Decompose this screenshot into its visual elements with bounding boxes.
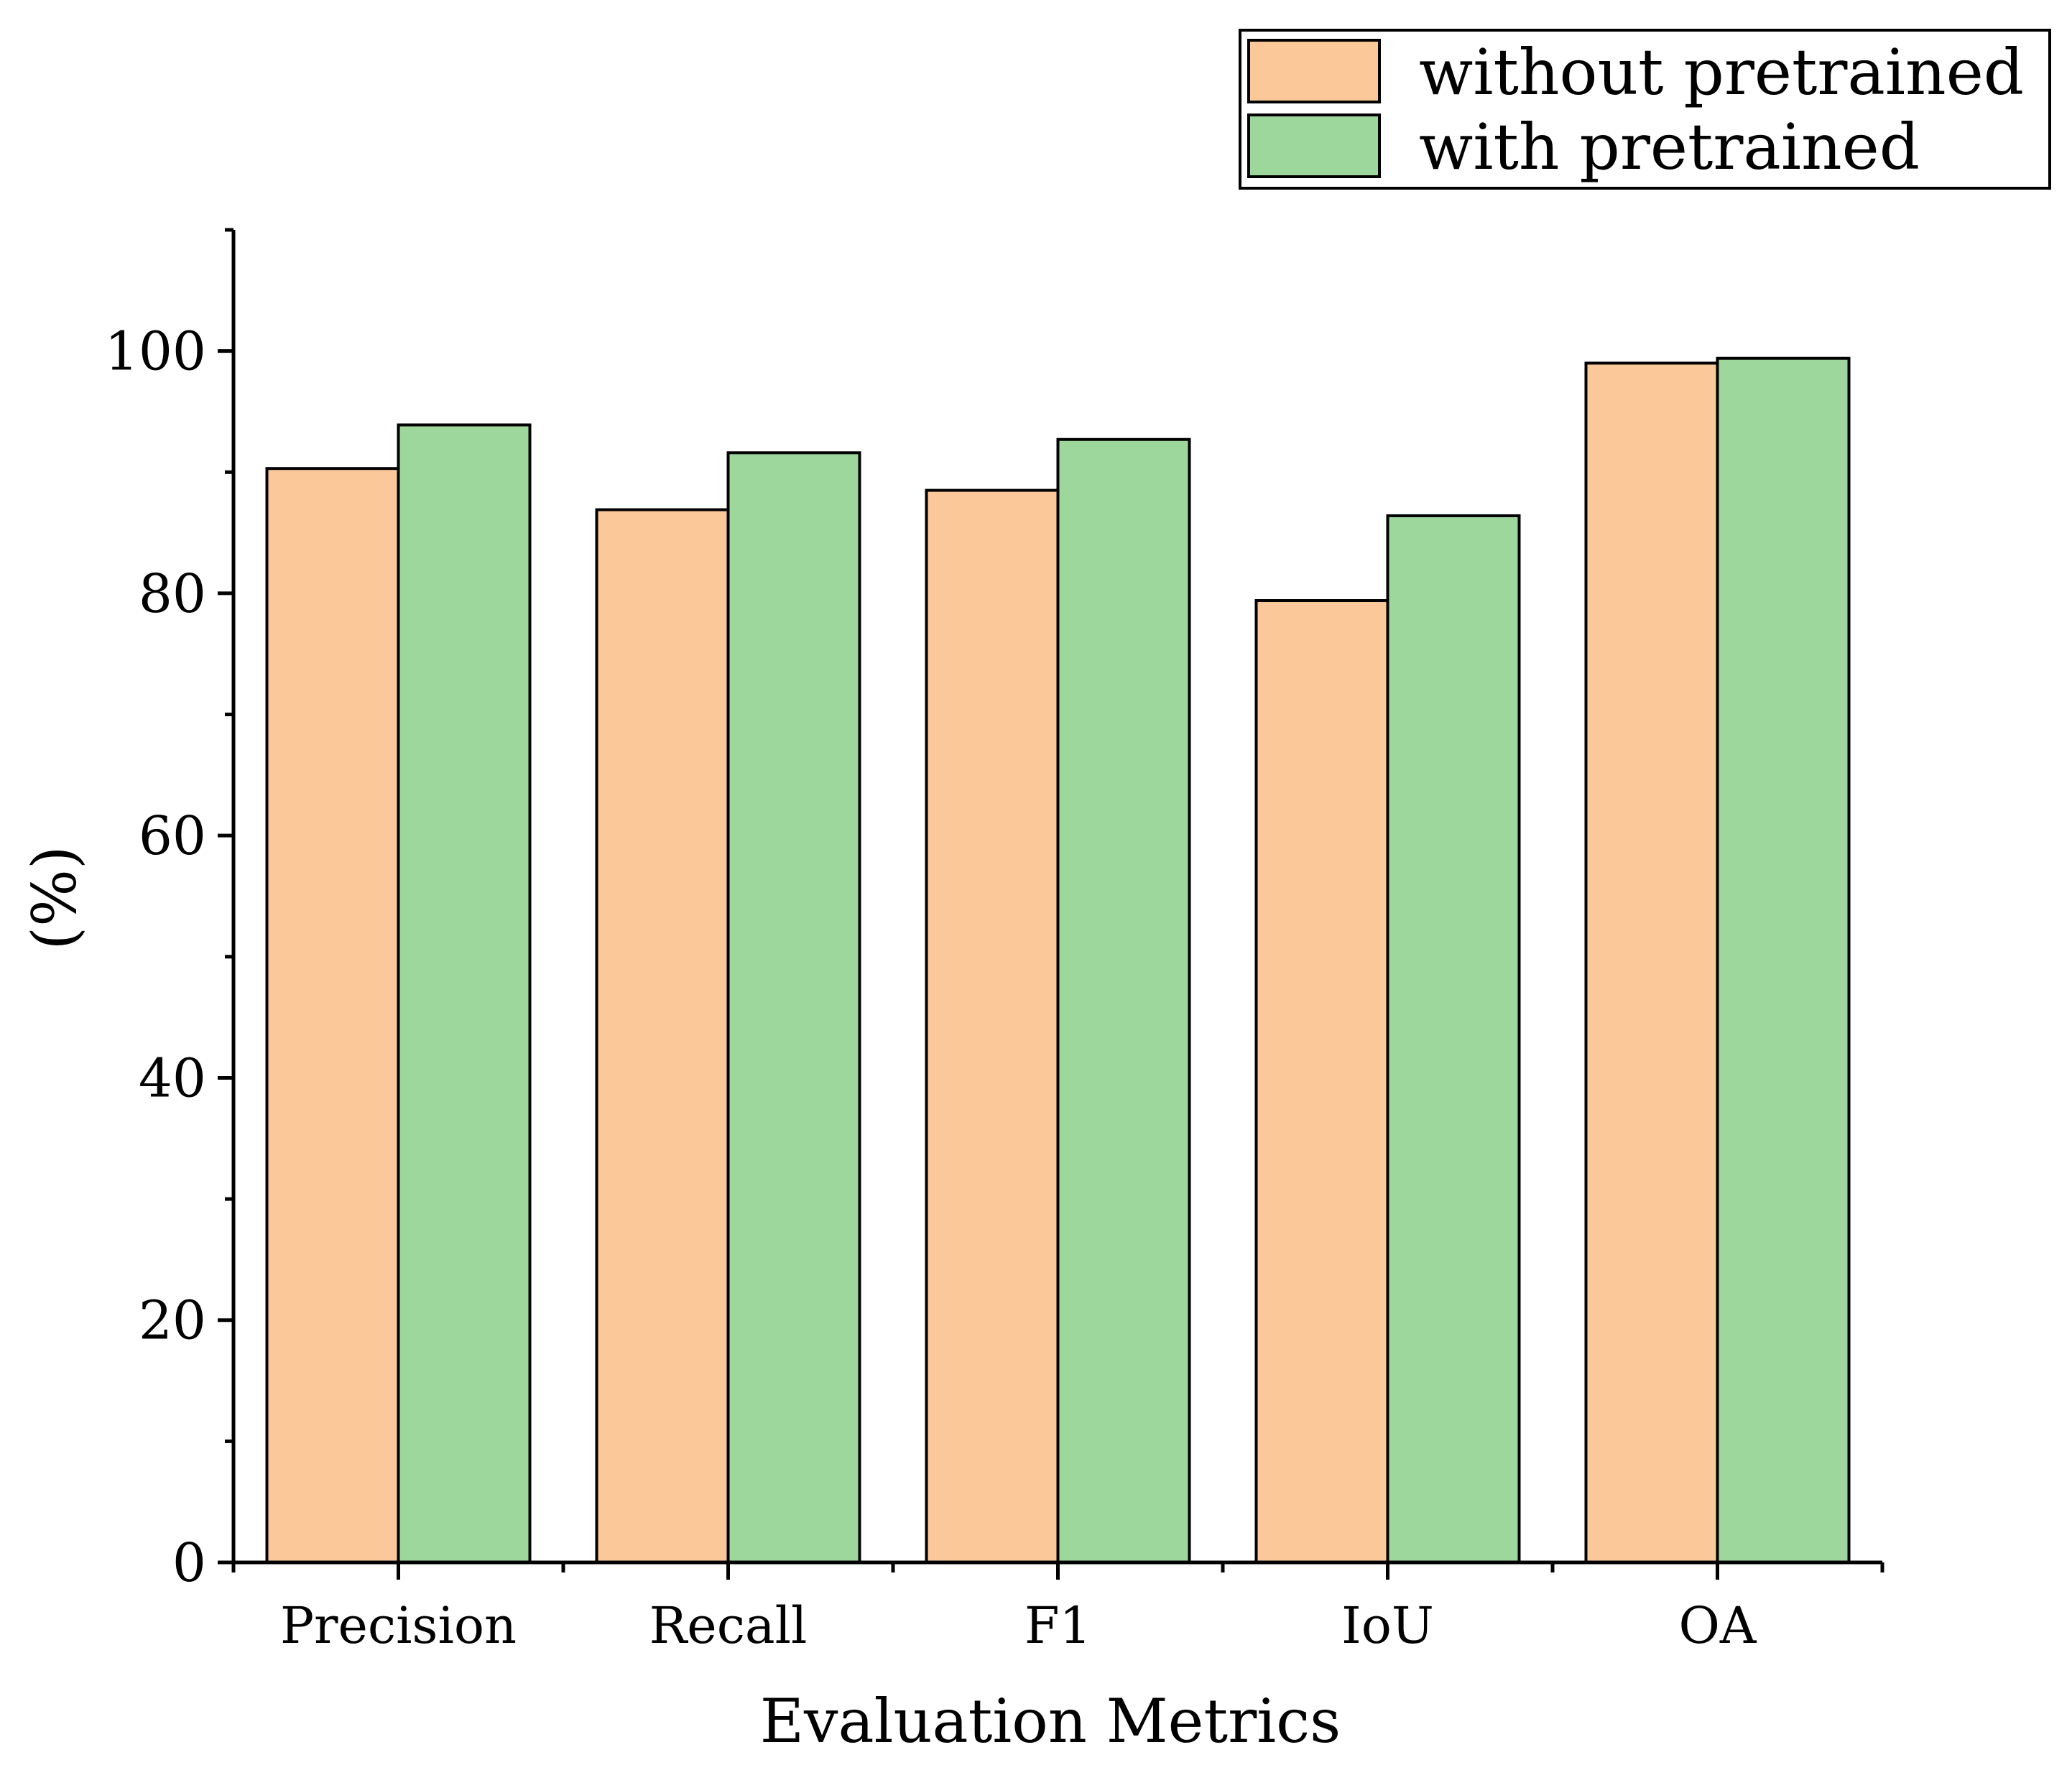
bar-without-pretrained-f1 — [925, 488, 1060, 1564]
bar-with-pretrained-precision — [397, 423, 532, 1564]
bars-layer — [265, 356, 1851, 1565]
legend-swatch-without-pretrained — [1247, 39, 1381, 103]
bar-with-pretrained-iou — [1386, 514, 1521, 1564]
legend-label-without-pretrained: without pretrained — [1419, 35, 2024, 109]
bar-without-pretrained-recall — [595, 508, 730, 1564]
x-tick-label-f1: F1 — [1025, 1596, 1091, 1655]
bar-with-pretrained-f1 — [1056, 437, 1191, 1564]
x-tick-label-oa: OA — [1679, 1596, 1757, 1655]
x-tick-label-precision: Precision — [280, 1596, 517, 1655]
bar-without-pretrained-precision — [265, 467, 400, 1564]
y-tick-label-80: 80 — [139, 563, 206, 625]
bar-with-pretrained-oa — [1716, 356, 1851, 1565]
y-tick-label-100: 100 — [105, 321, 206, 383]
y-tick-label-20: 20 — [139, 1290, 206, 1352]
x-tick-label-iou: IoU — [1341, 1596, 1434, 1655]
y-tick-label-0: 0 — [172, 1532, 206, 1594]
y-axis-title: (%) — [19, 846, 90, 950]
y-tick-label-40: 40 — [139, 1047, 206, 1109]
bar-without-pretrained-iou — [1254, 599, 1389, 1565]
bar-without-pretrained-oa — [1584, 361, 1719, 1564]
legend: without pretrained with pretrained — [1239, 29, 2051, 190]
legend-swatch-with-pretrained — [1247, 114, 1381, 178]
x-tick-label-recall: Recall — [649, 1596, 808, 1655]
legend-label-with-pretrained: with pretrained — [1419, 110, 1920, 184]
x-axis-title: Evaluation Metrics — [760, 1686, 1341, 1756]
y-ticks-layer: 0 20 40 60 80 100 — [105, 228, 233, 1594]
x-ticks-layer: Precision Recall F1 IoU OA — [231, 1562, 1884, 1655]
y-tick-label-60: 60 — [139, 805, 206, 867]
bar-with-pretrained-recall — [726, 451, 861, 1564]
